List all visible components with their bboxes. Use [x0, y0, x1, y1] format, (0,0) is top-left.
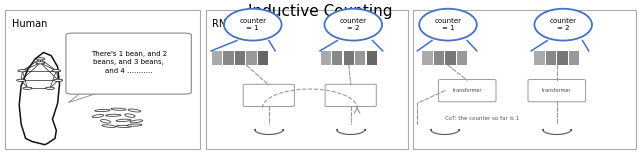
- Ellipse shape: [100, 120, 111, 123]
- Text: Inductive Counting: Inductive Counting: [248, 4, 392, 19]
- FancyBboxPatch shape: [546, 51, 556, 65]
- Text: counter
= 1: counter = 1: [435, 18, 461, 31]
- FancyBboxPatch shape: [243, 84, 294, 107]
- Text: transformer: transformer: [452, 88, 482, 93]
- FancyBboxPatch shape: [438, 80, 496, 102]
- FancyBboxPatch shape: [534, 51, 545, 65]
- FancyBboxPatch shape: [5, 10, 200, 149]
- FancyBboxPatch shape: [223, 51, 234, 65]
- Ellipse shape: [130, 120, 143, 123]
- Text: transformer: transformer: [542, 88, 572, 93]
- FancyBboxPatch shape: [332, 51, 342, 65]
- FancyBboxPatch shape: [528, 80, 586, 102]
- FancyBboxPatch shape: [434, 51, 444, 65]
- FancyBboxPatch shape: [569, 51, 579, 65]
- FancyBboxPatch shape: [355, 51, 365, 65]
- FancyBboxPatch shape: [321, 51, 331, 65]
- Ellipse shape: [95, 109, 110, 112]
- Ellipse shape: [111, 108, 126, 110]
- Circle shape: [23, 87, 32, 89]
- Circle shape: [17, 79, 26, 81]
- Ellipse shape: [125, 114, 135, 117]
- FancyBboxPatch shape: [325, 84, 376, 107]
- Circle shape: [18, 70, 27, 72]
- Circle shape: [54, 79, 63, 81]
- Circle shape: [52, 70, 61, 72]
- Polygon shape: [68, 92, 100, 103]
- FancyBboxPatch shape: [422, 51, 433, 65]
- Ellipse shape: [419, 9, 477, 41]
- Ellipse shape: [534, 9, 592, 41]
- FancyBboxPatch shape: [367, 51, 377, 65]
- Polygon shape: [19, 52, 60, 145]
- Text: CoT: CoT: [419, 19, 438, 29]
- Ellipse shape: [324, 9, 382, 41]
- Ellipse shape: [127, 124, 142, 126]
- Text: There's 1 bean, and 2
beans, and 3 beans,
and 4 ………..: There's 1 bean, and 2 beans, and 3 beans…: [91, 51, 166, 73]
- FancyBboxPatch shape: [235, 51, 245, 65]
- Text: RNN: RNN: [212, 19, 234, 29]
- FancyBboxPatch shape: [79, 91, 179, 93]
- Ellipse shape: [128, 109, 141, 112]
- Ellipse shape: [116, 119, 131, 121]
- FancyBboxPatch shape: [557, 51, 568, 65]
- Text: CoT: the counter so far is 1: CoT: the counter so far is 1: [445, 116, 519, 121]
- FancyBboxPatch shape: [344, 51, 354, 65]
- FancyBboxPatch shape: [258, 51, 268, 65]
- Text: counter
= 1: counter = 1: [239, 18, 266, 31]
- Circle shape: [36, 62, 45, 64]
- Ellipse shape: [224, 9, 282, 41]
- FancyBboxPatch shape: [66, 33, 191, 94]
- FancyBboxPatch shape: [413, 10, 636, 149]
- Text: counter
= 2: counter = 2: [550, 18, 577, 31]
- Ellipse shape: [116, 125, 131, 128]
- FancyBboxPatch shape: [206, 10, 408, 149]
- FancyBboxPatch shape: [445, 51, 456, 65]
- Ellipse shape: [92, 114, 104, 118]
- FancyBboxPatch shape: [246, 51, 257, 65]
- Ellipse shape: [106, 114, 121, 116]
- FancyBboxPatch shape: [212, 51, 222, 65]
- Text: Human: Human: [12, 19, 47, 29]
- Circle shape: [45, 87, 54, 89]
- Circle shape: [36, 58, 45, 60]
- Text: counter
= 2: counter = 2: [340, 18, 367, 31]
- FancyBboxPatch shape: [457, 51, 467, 65]
- Ellipse shape: [102, 125, 116, 127]
